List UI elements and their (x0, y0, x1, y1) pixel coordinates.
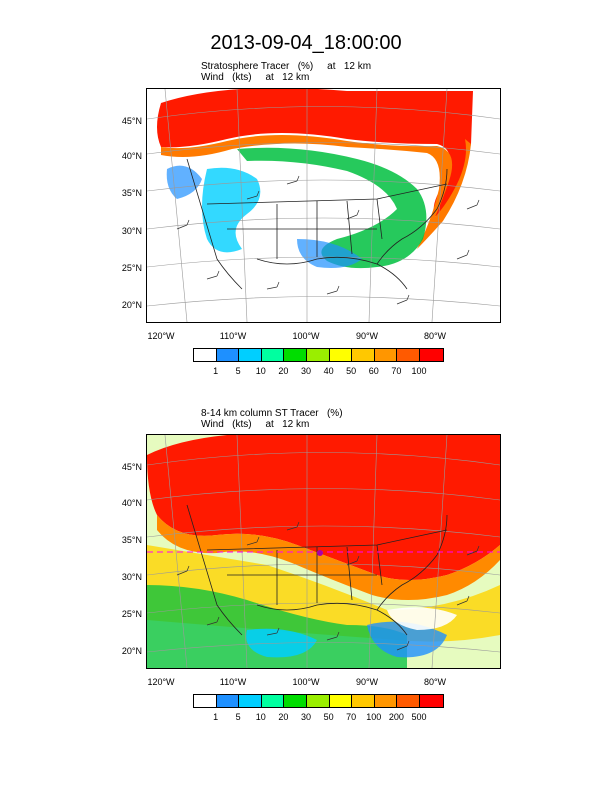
bottom-colorbar-swatch (239, 695, 262, 707)
top-colorbar (193, 348, 444, 362)
top-colorbar-label: 100 (411, 366, 427, 376)
top-colorbar-swatch (419, 349, 443, 361)
bottom-map (146, 434, 501, 669)
bottom-tracer-green-south (147, 585, 407, 668)
top-colorbar-swatch (306, 349, 330, 361)
bottom-lat-label-40: 40°N (121, 498, 142, 508)
bottom-lat-label-25: 25°N (121, 609, 142, 619)
top-subtitle-line1: Stratosphere Tracer (%) at 12 km (201, 61, 372, 72)
bottom-lon-label-80: 80°W (423, 677, 447, 687)
bottom-colorbar-label: 5 (235, 712, 241, 722)
bottom-lon-label-110: 110°W (219, 677, 247, 687)
top-lat-label-25: 25°N (121, 263, 142, 273)
bottom-colorbar-swatch (352, 695, 375, 707)
bottom-tracer-white-clear (387, 607, 457, 630)
bottom-lat-label-45: 45°N (121, 462, 142, 472)
top-colorbar-label: 10 (255, 366, 266, 376)
bottom-colorbar-swatch (374, 695, 398, 707)
bottom-lon-label-120: 120°W (147, 677, 175, 687)
bottom-colorbar-label: 30 (300, 712, 311, 722)
top-colorbar-label: 1 (213, 366, 219, 376)
bottom-colorbar (193, 694, 444, 708)
bottom-tracer-blue-patches (367, 621, 447, 658)
main-title: 2013-09-04_18:00:00 (210, 32, 402, 54)
top-colorbar-label: 5 (235, 366, 241, 376)
top-colorbar-label: 40 (323, 366, 334, 376)
top-lat-label-40: 40°N (121, 151, 142, 161)
top-colorbar-swatch (374, 349, 398, 361)
top-colorbar-swatch (194, 349, 217, 361)
top-tracer-cyan-patch (202, 167, 261, 253)
bottom-lat-label-20: 20°N (121, 646, 142, 656)
bottom-colorbar-label: 200 (388, 712, 404, 722)
bottom-colorbar-label: 20 (278, 712, 289, 722)
bottom-subtitle-line1: 8-14 km column ST Tracer (%) (201, 408, 343, 419)
bottom-colorbar-label: 1 (213, 712, 219, 722)
top-lon-label-90: 90°W (355, 331, 379, 341)
top-colorbar-swatch (216, 349, 240, 361)
bottom-colorbar-label: 500 (411, 712, 427, 722)
top-tracer-blue-gulf (297, 239, 362, 268)
bottom-magenta-marker (317, 550, 323, 556)
bottom-lat-label-35: 35°N (121, 535, 142, 545)
top-lat-label-30: 30°N (121, 226, 142, 236)
top-colorbar-swatch (329, 349, 353, 361)
top-tracer-red-band (157, 89, 473, 219)
bottom-colorbar-swatch (261, 695, 285, 707)
top-lon-label-100: 100°W (292, 331, 320, 341)
top-lon-label-110: 110°W (219, 331, 247, 341)
bottom-colorbar-label: 70 (346, 712, 357, 722)
bottom-colorbar-swatch (194, 695, 217, 707)
top-colorbar-swatch (284, 349, 307, 361)
bottom-colorbar-swatch (329, 695, 353, 707)
bottom-colorbar-label: 100 (366, 712, 382, 722)
top-tracer-green-filament (237, 147, 427, 269)
top-map (146, 88, 501, 323)
bottom-lat-label-30: 30°N (121, 572, 142, 582)
top-colorbar-label: 30 (300, 366, 311, 376)
bottom-colorbar-swatch (306, 695, 330, 707)
top-lat-label-35: 35°N (121, 188, 142, 198)
top-lat-label-45: 45°N (121, 116, 142, 126)
bottom-colorbar-swatch (284, 695, 307, 707)
bottom-colorbar-swatch (397, 695, 420, 707)
top-colorbar-label: 70 (391, 366, 402, 376)
bottom-colorbar-label: 50 (323, 712, 334, 722)
top-lon-label-120: 120°W (147, 331, 175, 341)
top-colorbar-swatch (352, 349, 375, 361)
bottom-colorbar-swatch (216, 695, 240, 707)
top-lat-label-20: 20°N (121, 300, 142, 310)
top-subtitle-line2: Wind (kts) at 12 km (201, 72, 310, 83)
top-colorbar-swatch (239, 349, 262, 361)
bottom-subtitle-line2: Wind (kts) at 12 km (201, 419, 310, 430)
top-colorbar-label: 20 (278, 366, 289, 376)
top-colorbar-swatch (397, 349, 420, 361)
top-colorbar-label: 60 (368, 366, 379, 376)
bottom-lon-label-100: 100°W (292, 677, 320, 687)
bottom-tracer-red-north (147, 435, 500, 580)
bottom-colorbar-swatch (419, 695, 443, 707)
top-colorbar-swatch (261, 349, 285, 361)
bottom-colorbar-label: 10 (255, 712, 266, 722)
bottom-tracer-orange-ring (157, 515, 500, 600)
top-lon-label-80: 80°W (423, 331, 447, 341)
bottom-lon-label-90: 90°W (355, 677, 379, 687)
top-tracer-blue-patch (166, 165, 202, 199)
top-colorbar-label: 50 (346, 366, 357, 376)
